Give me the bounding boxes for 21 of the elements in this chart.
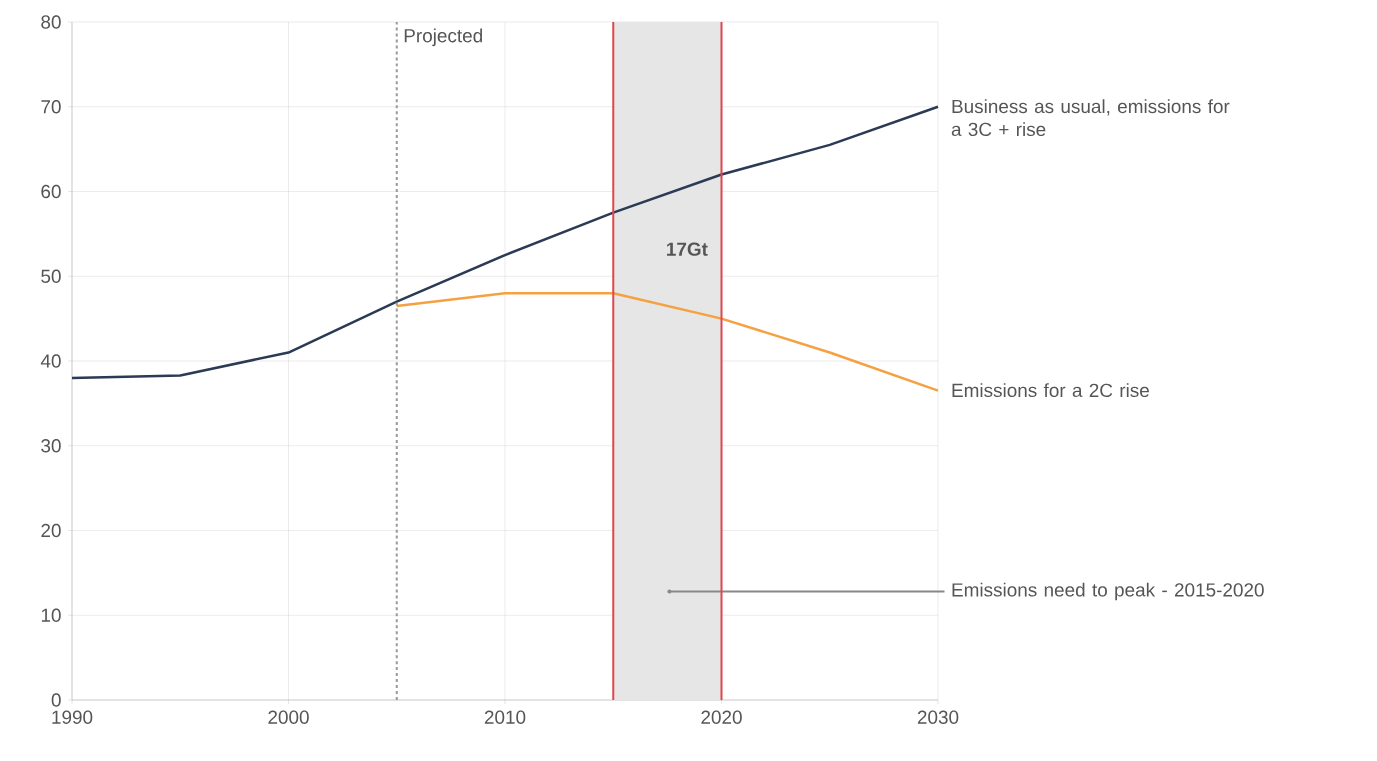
- series-label: Business as usual, emissions for a 3C + rise: [951, 99, 1230, 137]
- line-series: [70, 105, 940, 380]
- series-label: Emissions for a 2C rise: [952, 383, 1149, 398]
- x-tick-label: 2020: [701, 710, 742, 724]
- y-tick-label: 40: [40, 354, 61, 368]
- annotation: 17Gt: [667, 242, 708, 256]
- band-label: Emissions need to peak - 2015-2020: [952, 582, 1264, 601]
- y-tick-label: 0: [51, 693, 61, 707]
- x-tick-label: 2030: [917, 710, 959, 724]
- y-tick-label: 80: [41, 15, 61, 29]
- y-tick-label: 20: [41, 523, 61, 538]
- y-tick-label: 50: [41, 269, 61, 283]
- y-tick-label: 60: [41, 184, 61, 199]
- y-tick-label: 70: [41, 100, 61, 114]
- x-tick-label: 1990: [52, 710, 93, 724]
- ref-line-label: Projected: [404, 28, 482, 47]
- x-tick-label: 2010: [484, 710, 526, 724]
- y-tick-label: 10: [41, 608, 61, 622]
- line-series: [395, 291, 940, 392]
- x-tick-label: 2000: [268, 710, 309, 724]
- y-tick-label: 30: [41, 439, 61, 453]
